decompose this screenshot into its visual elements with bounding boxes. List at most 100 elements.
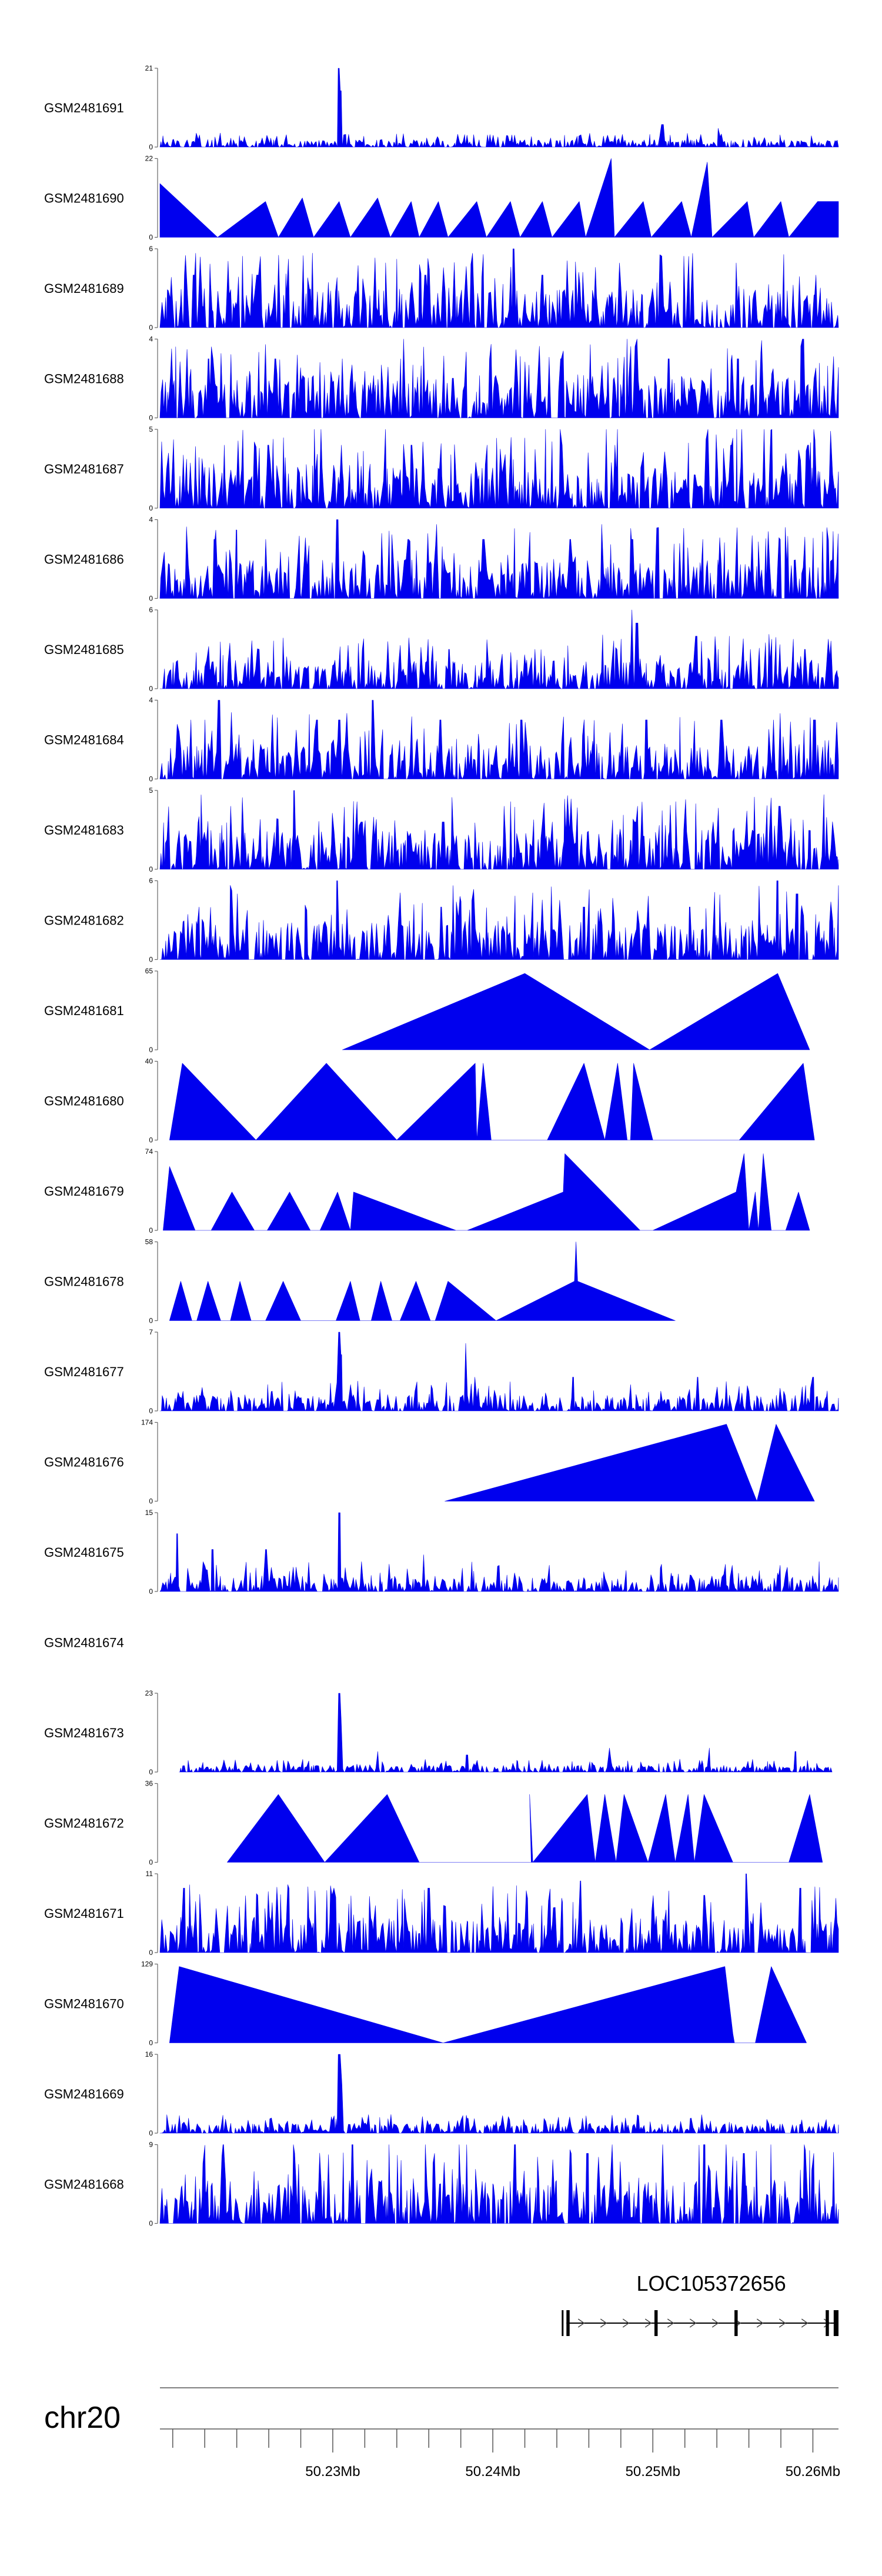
- strand-arrow: [756, 2318, 764, 2328]
- y-min-label: 0: [149, 1587, 153, 1596]
- track-label: GSM2481677: [44, 1364, 124, 1379]
- track-label: GSM2481669: [44, 2087, 124, 2101]
- y-max-label: 4: [149, 516, 153, 524]
- track-label: GSM2481673: [44, 1726, 124, 1740]
- y-max-label: 4: [149, 696, 153, 705]
- y-max-label: 5: [149, 425, 153, 433]
- y-max-label: 40: [145, 1057, 153, 1066]
- coverage-area: [159, 2144, 839, 2224]
- coverage-area: [227, 1794, 823, 1863]
- track: GSM2481689 6 0: [44, 245, 839, 332]
- track: GSM2481687 5 0: [44, 425, 839, 512]
- y-max-label: 65: [145, 967, 153, 975]
- coverage-area: [159, 68, 839, 148]
- track-label: GSM2481674: [44, 1636, 124, 1650]
- y-min-label: 0: [149, 1407, 153, 1415]
- track: GSM2481673 23 0: [44, 1689, 833, 1776]
- track-label: GSM2481679: [44, 1184, 124, 1199]
- x-tick-label: 50.25Mb: [626, 2464, 680, 2480]
- coverage-area: [159, 1512, 839, 1592]
- y-max-label: 9: [149, 2141, 153, 2149]
- y-min-label: 0: [149, 323, 153, 332]
- track: GSM2481679 74 0: [44, 1147, 810, 1234]
- track-label: GSM2481686: [44, 552, 124, 567]
- exon: [833, 2310, 838, 2336]
- y-min-label: 0: [149, 775, 153, 783]
- y-max-label: 11: [146, 1870, 153, 1878]
- y-max-label: 6: [149, 606, 153, 614]
- y-max-label: 36: [145, 1780, 153, 1788]
- coverage-area: [159, 429, 839, 509]
- coverage-area: [445, 1424, 815, 1501]
- track: GSM2481683 5 0: [44, 786, 839, 873]
- y-min-label: 0: [149, 414, 153, 422]
- y-min-label: 0: [149, 1497, 153, 1506]
- coverage-area: [169, 1063, 815, 1140]
- exon: [562, 2310, 564, 2336]
- coverage-area: [159, 790, 839, 870]
- track: GSM2481682 6 0: [44, 877, 839, 964]
- coverage-area: [159, 1332, 839, 1412]
- chromosome-label: chr20: [44, 2401, 121, 2435]
- y-max-label: 16: [145, 2050, 153, 2058]
- track: GSM2481670 129 0: [44, 1960, 807, 2047]
- y-min-label: 0: [149, 1046, 153, 1054]
- coverage-area: [159, 609, 839, 689]
- y-min-label: 0: [149, 1768, 153, 1776]
- y-max-label: 129: [141, 1960, 153, 1968]
- track-label: GSM2481687: [44, 462, 124, 476]
- y-max-label: 6: [149, 877, 153, 885]
- exon: [826, 2310, 829, 2336]
- strand-arrow: [711, 2318, 719, 2328]
- coverage-area: [159, 158, 839, 238]
- track: GSM2481678 58 0: [44, 1238, 676, 1325]
- track: GSM2481688 4 0: [44, 335, 839, 422]
- exon: [566, 2310, 570, 2336]
- axis-ticks: 50.23Mb 50.24Mb 50.25Mb 50.26Mb: [172, 2429, 840, 2480]
- coverage-area: [179, 1693, 833, 1773]
- coverage-area: [342, 973, 810, 1050]
- exon: [734, 2310, 738, 2336]
- y-min-label: 0: [149, 143, 153, 151]
- coverage-area: [159, 1873, 839, 1953]
- coverage-area: [159, 248, 839, 328]
- y-max-label: 74: [145, 1147, 153, 1156]
- coverage-area: [159, 880, 839, 960]
- y-min-label: 0: [149, 1136, 153, 1144]
- y-max-label: 4: [149, 335, 153, 343]
- track: GSM2481685 6 0: [44, 606, 839, 693]
- y-min-label: 0: [149, 865, 153, 873]
- y-min-label: 0: [149, 1948, 153, 1957]
- track-label: GSM2481668: [44, 2177, 124, 2192]
- track-label: GSM2481672: [44, 1816, 124, 1831]
- x-tick-label: 50.23Mb: [305, 2464, 360, 2480]
- strand-arrow: [622, 2318, 630, 2328]
- track-label: GSM2481670: [44, 1997, 124, 2011]
- y-min-label: 0: [149, 1858, 153, 1867]
- track: GSM2481669 16 0: [44, 2050, 839, 2137]
- track-label: GSM2481691: [44, 101, 124, 115]
- track: GSM2481686 4 0: [44, 516, 839, 603]
- y-min-label: 0: [149, 504, 153, 512]
- track-label: GSM2481681: [44, 1003, 124, 1018]
- track-label: GSM2481684: [44, 733, 124, 748]
- strand-arrow: [801, 2318, 808, 2328]
- y-min-label: 0: [149, 595, 153, 603]
- track-label: GSM2481683: [44, 823, 124, 837]
- coverage-area: [159, 700, 839, 779]
- y-max-label: 58: [145, 1238, 153, 1246]
- y-max-label: 23: [145, 1689, 153, 1697]
- strand-arrow: [577, 2318, 585, 2328]
- data-tracks: GSM2481691210GSM2481690220GSM248168960GS…: [44, 64, 839, 2228]
- x-tick-label: 50.26Mb: [786, 2464, 840, 2480]
- y-min-label: 0: [149, 1226, 153, 1234]
- gene-model: [562, 2310, 838, 2336]
- coverage-area: [163, 1153, 810, 1231]
- track: GSM2481676 174 0: [44, 1419, 815, 1506]
- track-label: GSM2481689: [44, 281, 124, 296]
- strand-arrow: [600, 2318, 607, 2328]
- track: GSM2481677 7 0: [44, 1328, 839, 1415]
- y-max-label: 6: [149, 245, 153, 253]
- exon: [654, 2310, 658, 2336]
- y-min-label: 0: [149, 2220, 153, 2228]
